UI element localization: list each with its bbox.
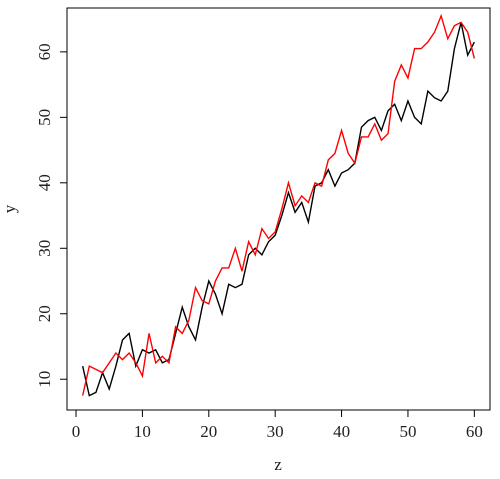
y-tick-label: 20 xyxy=(35,305,54,322)
x-axis-label: z xyxy=(274,455,282,474)
x-tick-label: 20 xyxy=(200,422,217,441)
x-tick-label: 60 xyxy=(466,422,483,441)
series-line xyxy=(81,22,475,397)
series-line xyxy=(81,13,476,396)
x-tick-label: 30 xyxy=(267,422,284,441)
y-tick-label: 50 xyxy=(35,109,54,126)
y-tick-label: 30 xyxy=(35,240,54,257)
x-tick-label: 40 xyxy=(333,422,350,441)
x-tick-label: 50 xyxy=(399,422,416,441)
x-tick-label: 10 xyxy=(134,422,151,441)
y-tick-label: 40 xyxy=(35,174,54,191)
y-axis-label: y xyxy=(0,204,19,213)
plot-frame xyxy=(66,7,491,411)
y-tick-label: 60 xyxy=(35,43,54,60)
y-tick-label: 10 xyxy=(35,371,54,388)
x-tick-label: 0 xyxy=(72,422,81,441)
